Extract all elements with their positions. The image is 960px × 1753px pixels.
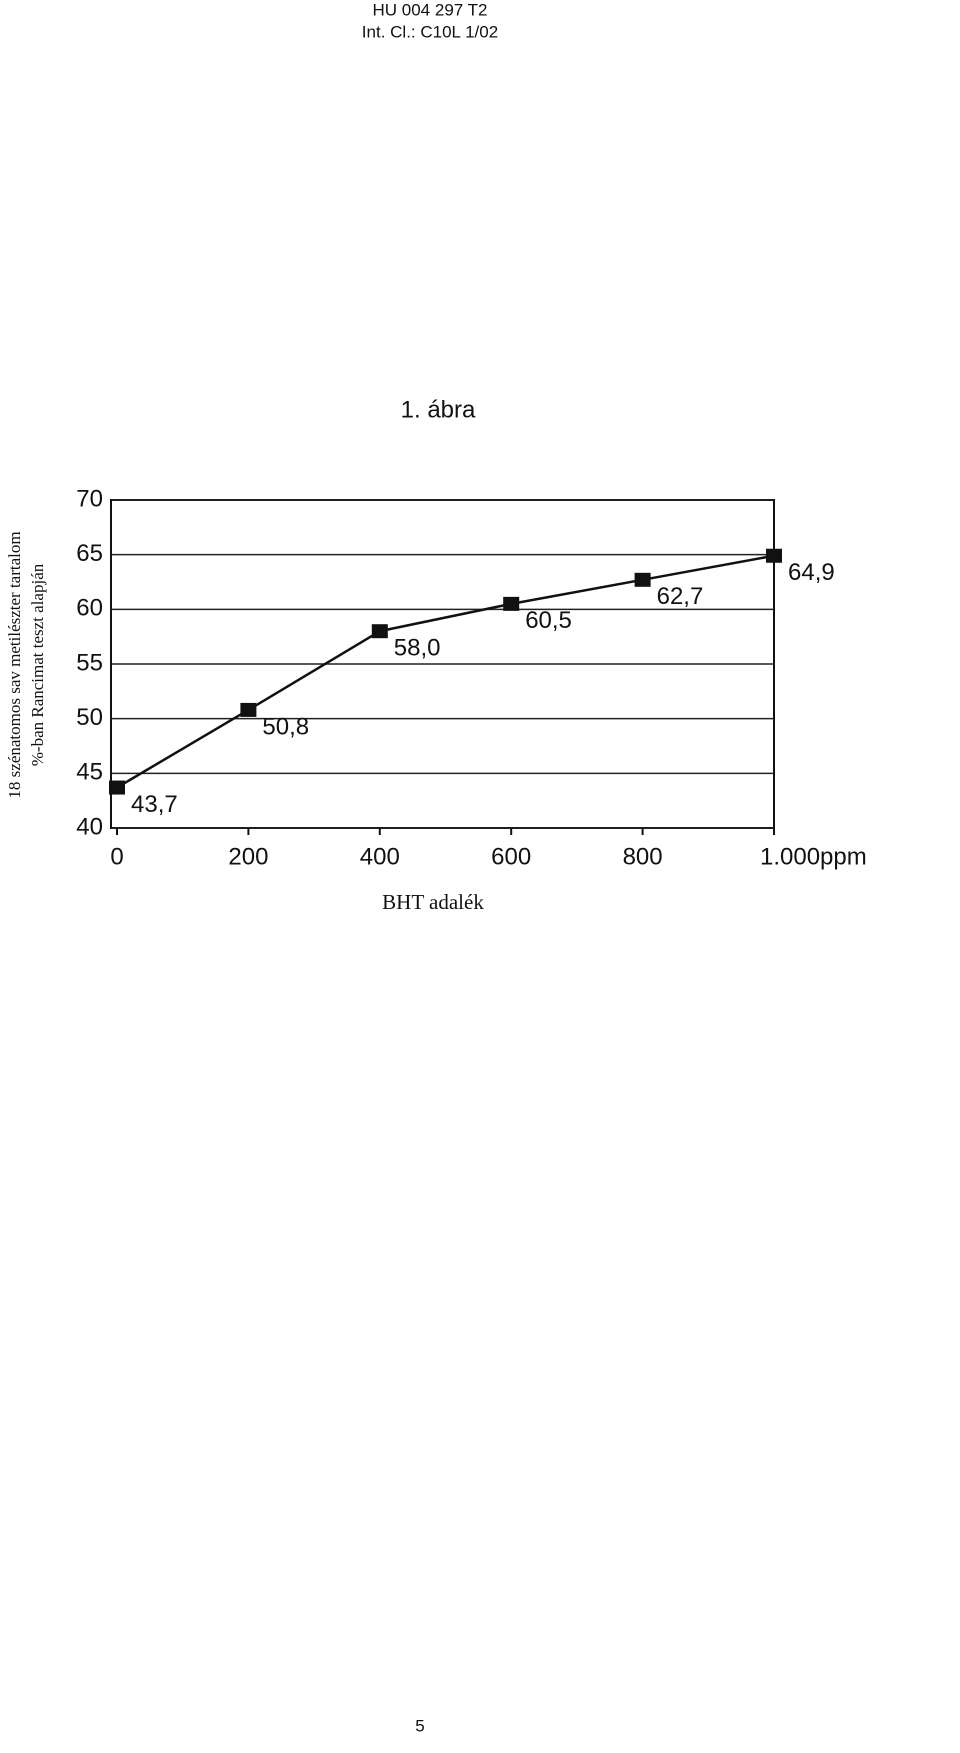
data-point [240,702,257,717]
page-number: 5 [415,1716,424,1735]
x-tick-label: 600 [491,843,531,870]
y-tick-label: 65 [76,540,103,567]
x-tick-label: 0 [110,843,123,870]
x-tick-label: 200 [228,843,268,870]
y-tick-label: 55 [76,649,103,676]
y-axis-label: %-ban Rancimat teszt alapján [28,563,47,766]
data-point [109,780,125,795]
data-point [766,548,782,563]
y-tick-label: 60 [76,595,103,622]
data-label: 64,9 [788,559,835,586]
x-tick-label: 800 [623,843,663,870]
data-label: 43,7 [131,791,178,818]
chart-title: 1. ábra [401,396,476,423]
data-point [634,572,651,587]
x-tick-label: 400 [360,843,400,870]
classification: Int. Cl.: C10L 1/02 [362,22,498,41]
x-tick-label: 1.000ppm [760,843,867,870]
data-label: 60,5 [525,607,572,634]
data-line [116,554,775,789]
data-point [503,596,520,611]
y-tick-label: 40 [76,813,103,840]
data-label: 62,7 [657,583,704,610]
data-label: 50,8 [262,713,309,740]
document-id: HU 004 297 T2 [373,0,488,19]
data-label: 58,0 [394,635,441,662]
y-axis-label: 18 szénatomos sav metilészter tartalom [5,531,24,798]
x-axis-label: BHT adalék [382,890,484,914]
y-tick-label: 70 [76,485,103,512]
data-point [371,624,388,639]
y-tick-label: 50 [76,704,103,731]
y-tick-label: 45 [76,759,103,786]
